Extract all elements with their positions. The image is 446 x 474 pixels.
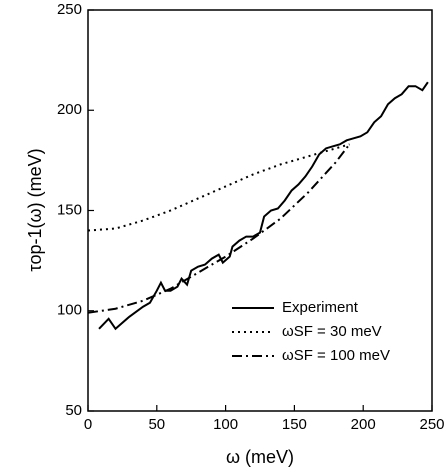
y-tick-label: 150	[57, 201, 82, 218]
x-axis-label: ω (meV)	[226, 447, 294, 467]
data-line	[87, 143, 350, 232]
x-tick-label: 200	[351, 416, 376, 433]
x-tick-label: 0	[84, 416, 92, 433]
data-line	[98, 81, 429, 331]
x-tick-label: 150	[282, 416, 307, 433]
x-tick-label: 100	[213, 416, 238, 433]
y-axis-label: τop-1(ω) (meV)	[25, 148, 45, 271]
x-tick-label: 250	[419, 416, 444, 433]
legend-label: Experiment	[282, 299, 359, 316]
x-tick-label: 50	[148, 416, 165, 433]
legend-label: ωSF = 100 meV	[282, 347, 390, 364]
y-tick-label: 200	[57, 101, 82, 118]
y-tick-label: 100	[57, 302, 82, 319]
data-line	[87, 143, 351, 314]
y-tick-label: 250	[57, 1, 82, 18]
y-tick-label: 50	[65, 402, 82, 419]
legend-label: ωSF = 30 meV	[282, 323, 382, 340]
